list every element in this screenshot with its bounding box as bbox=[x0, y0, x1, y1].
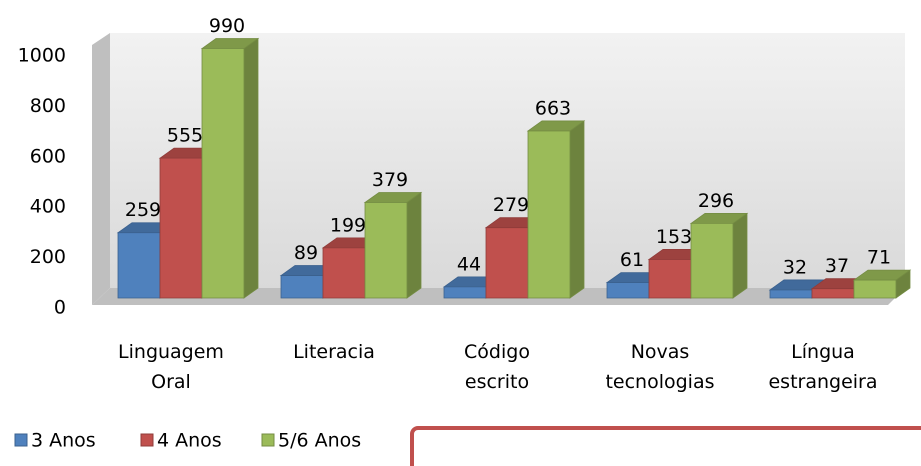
bar bbox=[363, 191, 423, 299]
value-label: 296 bbox=[698, 190, 734, 212]
bar bbox=[689, 212, 749, 299]
bar-front bbox=[117, 232, 161, 299]
y-tick-label: 800 bbox=[30, 95, 66, 117]
bar-side bbox=[732, 212, 748, 299]
bar-front bbox=[690, 223, 734, 299]
value-label: 259 bbox=[125, 199, 161, 221]
value-label: 990 bbox=[209, 15, 245, 37]
bar bbox=[852, 269, 912, 299]
bar-front bbox=[322, 247, 366, 299]
bar-front bbox=[811, 288, 855, 299]
value-label: 89 bbox=[294, 242, 318, 264]
bar-front bbox=[280, 275, 324, 299]
value-label: 555 bbox=[167, 125, 203, 147]
x-tick-label: Língua estrangeira bbox=[768, 341, 878, 393]
y-tick-label: 600 bbox=[30, 145, 66, 167]
x-tick-label: Código escrito bbox=[464, 341, 530, 393]
value-label: 61 bbox=[620, 249, 644, 271]
text-box bbox=[410, 426, 921, 466]
value-label: 663 bbox=[535, 97, 571, 119]
bar-front bbox=[201, 48, 245, 299]
bar-front bbox=[485, 227, 529, 299]
bar-side bbox=[406, 191, 422, 299]
legend-swatch bbox=[14, 433, 28, 447]
x-tick-label: Literacia bbox=[293, 341, 375, 363]
value-label: 379 bbox=[372, 169, 408, 191]
bar-front bbox=[364, 202, 408, 299]
value-label: 44 bbox=[457, 253, 481, 275]
legend-swatch bbox=[261, 433, 275, 447]
value-label: 279 bbox=[493, 194, 529, 216]
value-label: 71 bbox=[867, 247, 891, 269]
y-tick-label: 400 bbox=[30, 196, 66, 218]
value-label: 32 bbox=[783, 256, 807, 278]
y-tick-label: 0 bbox=[54, 297, 66, 319]
legend-label: 3 Anos bbox=[31, 430, 96, 452]
bar-front bbox=[159, 157, 203, 299]
bar bbox=[526, 120, 586, 299]
bar-front bbox=[606, 282, 650, 299]
legend-swatch bbox=[140, 433, 154, 447]
bar-front bbox=[527, 130, 571, 299]
side-wall bbox=[92, 33, 110, 305]
value-label: 37 bbox=[825, 255, 849, 277]
bar-front bbox=[648, 259, 692, 299]
bar bbox=[200, 37, 260, 299]
x-tick-label: Linguagem Oral bbox=[118, 341, 224, 393]
y-tick-label: 200 bbox=[30, 246, 66, 268]
bar-front bbox=[769, 289, 813, 299]
bar-side bbox=[243, 37, 259, 299]
bar-front bbox=[853, 279, 897, 299]
bar-front bbox=[443, 286, 487, 299]
x-tick-label: Novas tecnologias bbox=[605, 341, 715, 393]
bar-side bbox=[569, 120, 585, 299]
legend-label: 4 Anos bbox=[157, 430, 222, 452]
value-label: 199 bbox=[330, 214, 366, 236]
value-label: 153 bbox=[656, 226, 692, 248]
y-tick-label: 1000 bbox=[18, 45, 66, 67]
legend-label: 5/6 Anos bbox=[278, 430, 361, 452]
